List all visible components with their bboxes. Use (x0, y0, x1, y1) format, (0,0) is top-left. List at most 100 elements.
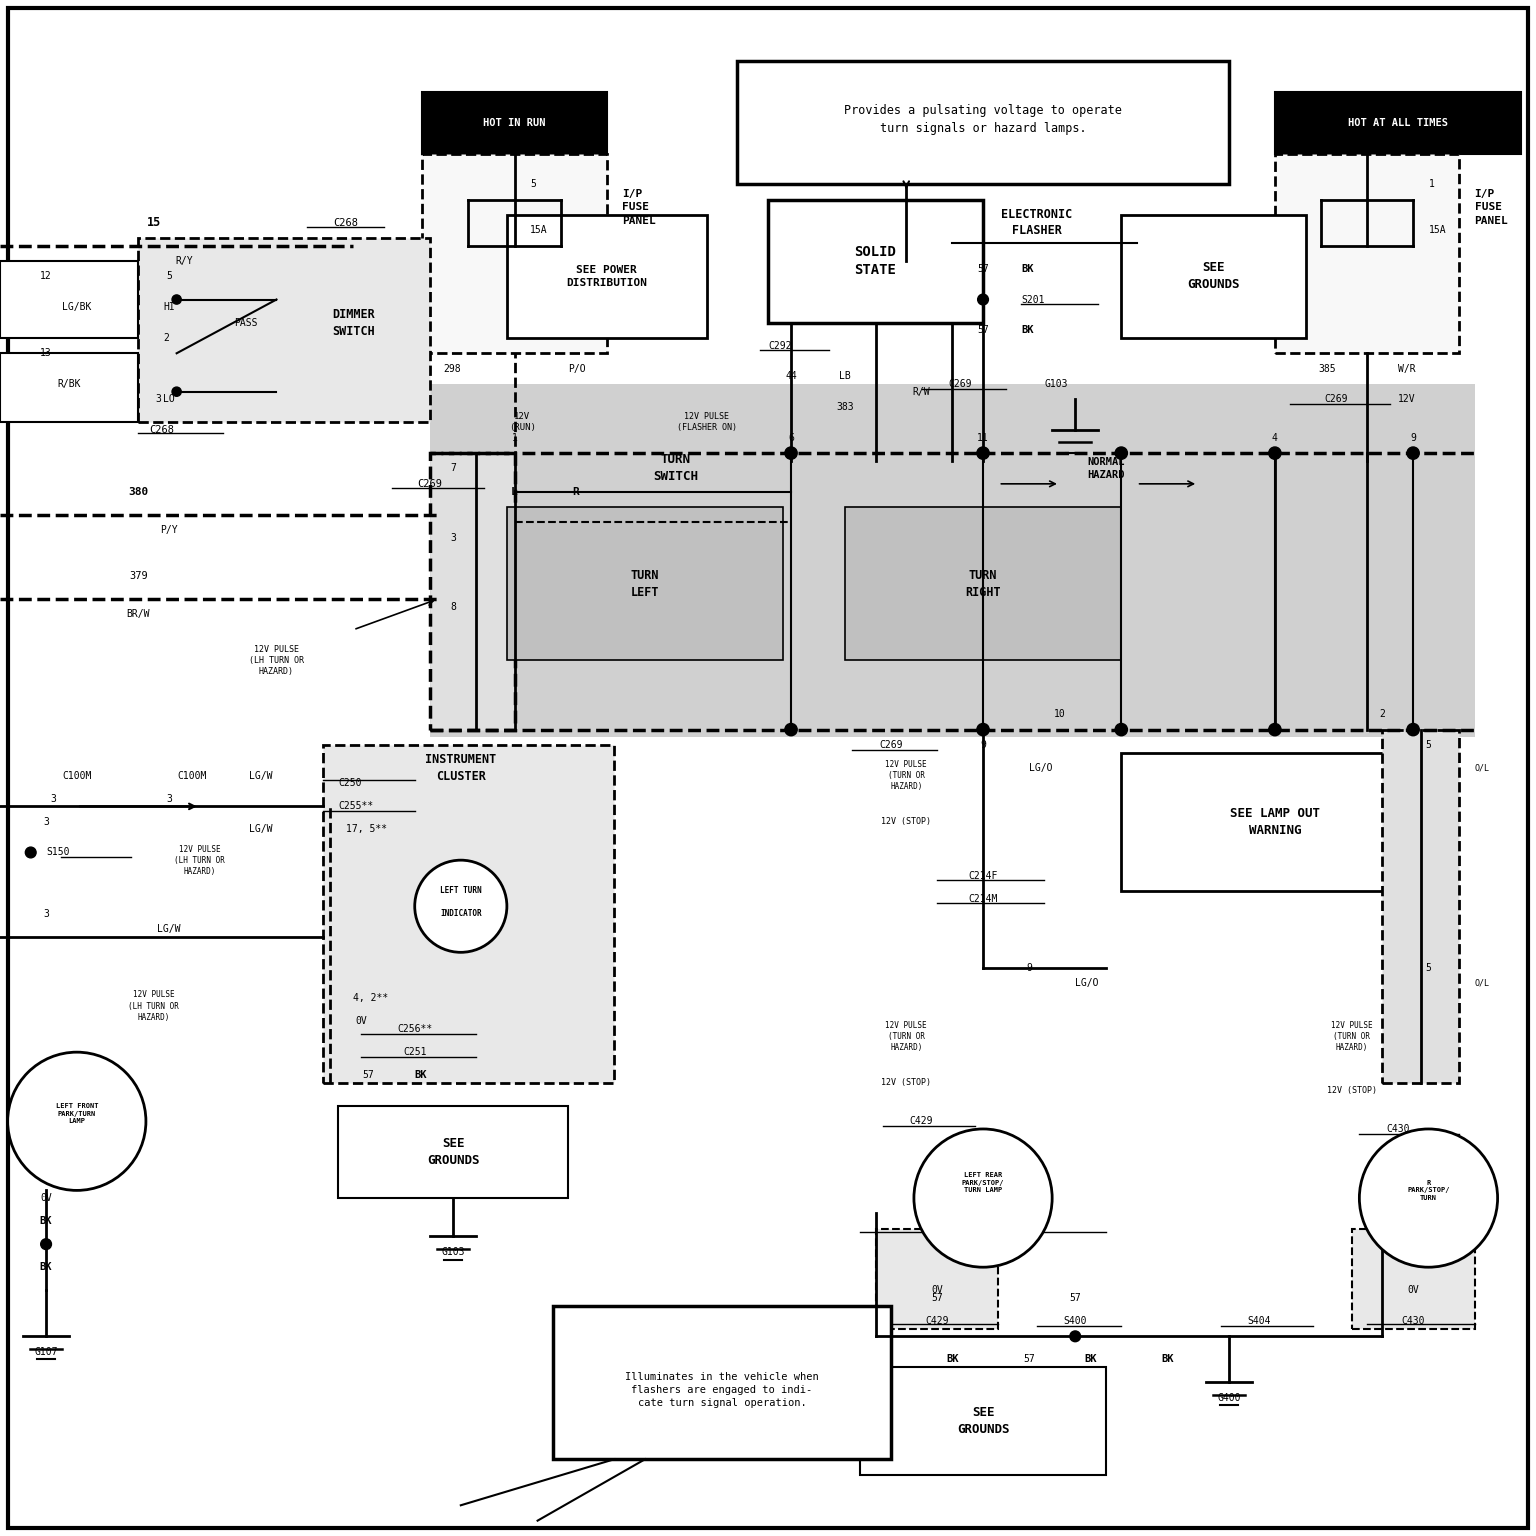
Text: LG/O: LG/O (1075, 978, 1098, 988)
Circle shape (977, 295, 989, 304)
Text: C429: C429 (909, 1117, 934, 1126)
Text: 380: 380 (127, 487, 149, 496)
Text: 15A: 15A (1428, 226, 1445, 235)
Text: 385: 385 (1319, 364, 1336, 373)
Text: 11: 11 (977, 433, 989, 442)
Text: 44: 44 (785, 372, 797, 381)
FancyBboxPatch shape (860, 1367, 1106, 1475)
Text: INSTRUMENT
CLUSTER: INSTRUMENT CLUSTER (425, 753, 496, 783)
Circle shape (172, 295, 181, 304)
Text: R: R (573, 487, 579, 496)
FancyBboxPatch shape (1121, 215, 1306, 338)
FancyBboxPatch shape (507, 215, 707, 338)
FancyBboxPatch shape (1121, 753, 1428, 891)
Circle shape (977, 723, 989, 736)
Text: 298: 298 (444, 364, 461, 373)
Circle shape (25, 848, 35, 857)
FancyBboxPatch shape (876, 1229, 998, 1329)
Text: HI: HI (163, 303, 175, 312)
Text: BK: BK (1021, 264, 1034, 273)
Text: LG/O: LG/O (1029, 763, 1052, 773)
Text: 12V (STOP): 12V (STOP) (1327, 1086, 1376, 1095)
Circle shape (1069, 1330, 1081, 1342)
Text: 3: 3 (155, 395, 161, 404)
Circle shape (1407, 447, 1419, 459)
Text: W/R: W/R (1398, 364, 1415, 373)
Text: 379: 379 (129, 571, 147, 581)
FancyBboxPatch shape (507, 507, 783, 660)
Text: BK: BK (1021, 326, 1034, 335)
Circle shape (1115, 723, 1127, 736)
Text: C268: C268 (333, 218, 358, 227)
Circle shape (785, 447, 797, 459)
Text: DIMMER
SWITCH: DIMMER SWITCH (332, 307, 375, 338)
FancyBboxPatch shape (1275, 92, 1521, 154)
Text: BK: BK (40, 1217, 52, 1226)
Text: 12V (STOP): 12V (STOP) (882, 1078, 931, 1087)
Text: 57: 57 (362, 1071, 375, 1080)
Text: R/BK: R/BK (57, 379, 81, 389)
Text: 5: 5 (530, 180, 536, 189)
FancyBboxPatch shape (338, 1106, 568, 1198)
Text: R/Y: R/Y (175, 257, 194, 266)
Text: 1: 1 (511, 433, 518, 442)
Text: 57: 57 (977, 326, 989, 335)
FancyBboxPatch shape (1382, 730, 1459, 1083)
Text: 12V: 12V (1398, 395, 1415, 404)
Text: BK: BK (946, 1355, 958, 1364)
Text: 12V PULSE
(TURN OR
HAZARD): 12V PULSE (TURN OR HAZARD) (1330, 1021, 1373, 1052)
Text: TURN
RIGHT: TURN RIGHT (965, 568, 1001, 599)
Text: R/W: R/W (912, 387, 931, 396)
Circle shape (1115, 447, 1127, 459)
Text: SEE POWER
DISTRIBUTION: SEE POWER DISTRIBUTION (567, 264, 647, 289)
Text: BK: BK (1084, 1355, 1097, 1364)
Text: 12V PULSE
(TURN OR
HAZARD): 12V PULSE (TURN OR HAZARD) (885, 1021, 928, 1052)
FancyBboxPatch shape (1275, 154, 1459, 353)
Text: C255**: C255** (338, 802, 373, 811)
Text: BK: BK (1161, 1355, 1174, 1364)
Text: 1: 1 (1428, 180, 1435, 189)
FancyBboxPatch shape (0, 353, 138, 422)
FancyBboxPatch shape (430, 384, 1475, 737)
FancyBboxPatch shape (845, 507, 1121, 660)
Text: LEFT REAR
PARK/STOP/
TURN LAMP: LEFT REAR PARK/STOP/ TURN LAMP (962, 1172, 1005, 1193)
Text: C100M: C100M (61, 771, 92, 780)
Text: 3: 3 (166, 794, 172, 803)
FancyBboxPatch shape (0, 261, 138, 338)
Text: 12: 12 (40, 272, 52, 281)
Text: 8: 8 (450, 602, 456, 611)
FancyBboxPatch shape (1352, 1229, 1475, 1329)
Circle shape (977, 447, 989, 459)
Text: 0V: 0V (1407, 1286, 1419, 1295)
Text: NORMAL
HAZARD: NORMAL HAZARD (1087, 458, 1124, 479)
Text: Illuminates in the vehicle when
flashers are engaged to indi-
cate turn signal o: Illuminates in the vehicle when flashers… (625, 1372, 819, 1409)
Text: C214F: C214F (968, 871, 998, 880)
Text: 2: 2 (163, 333, 169, 343)
Text: Provides a pulsating voltage to operate
turn signals or hazard lamps.: Provides a pulsating voltage to operate … (845, 104, 1121, 135)
FancyBboxPatch shape (430, 453, 515, 730)
Text: C251: C251 (402, 1048, 427, 1057)
Text: C256**: C256** (398, 1025, 432, 1034)
Circle shape (1269, 447, 1281, 459)
Text: C268: C268 (149, 425, 174, 435)
Text: SEE
GROUNDS: SEE GROUNDS (1187, 261, 1240, 292)
Text: LG/W: LG/W (249, 771, 273, 780)
Text: LEFT FRONT
PARK/TURN
LAMP: LEFT FRONT PARK/TURN LAMP (55, 1103, 98, 1124)
Text: G107: G107 (34, 1347, 58, 1356)
Circle shape (415, 860, 507, 952)
FancyBboxPatch shape (737, 61, 1229, 184)
Text: C269: C269 (1324, 395, 1349, 404)
Text: 2: 2 (1379, 710, 1385, 719)
Circle shape (1407, 723, 1419, 736)
Text: C429: C429 (925, 1316, 949, 1326)
Text: S400: S400 (1063, 1316, 1087, 1326)
Text: C269: C269 (879, 740, 903, 750)
Text: R
PARK/STOP/
TURN: R PARK/STOP/ TURN (1407, 1180, 1450, 1201)
Text: HOT AT ALL TIMES: HOT AT ALL TIMES (1347, 118, 1448, 127)
Text: I/P
FUSE
PANEL: I/P FUSE PANEL (1475, 189, 1508, 226)
Text: 10: 10 (1054, 710, 1066, 719)
Text: PASS: PASS (233, 318, 258, 327)
Text: 12V PULSE
(LH TURN OR
HAZARD): 12V PULSE (LH TURN OR HAZARD) (174, 845, 226, 876)
Text: BK: BK (415, 1071, 427, 1080)
Text: 12V
(RUN): 12V (RUN) (508, 412, 536, 433)
